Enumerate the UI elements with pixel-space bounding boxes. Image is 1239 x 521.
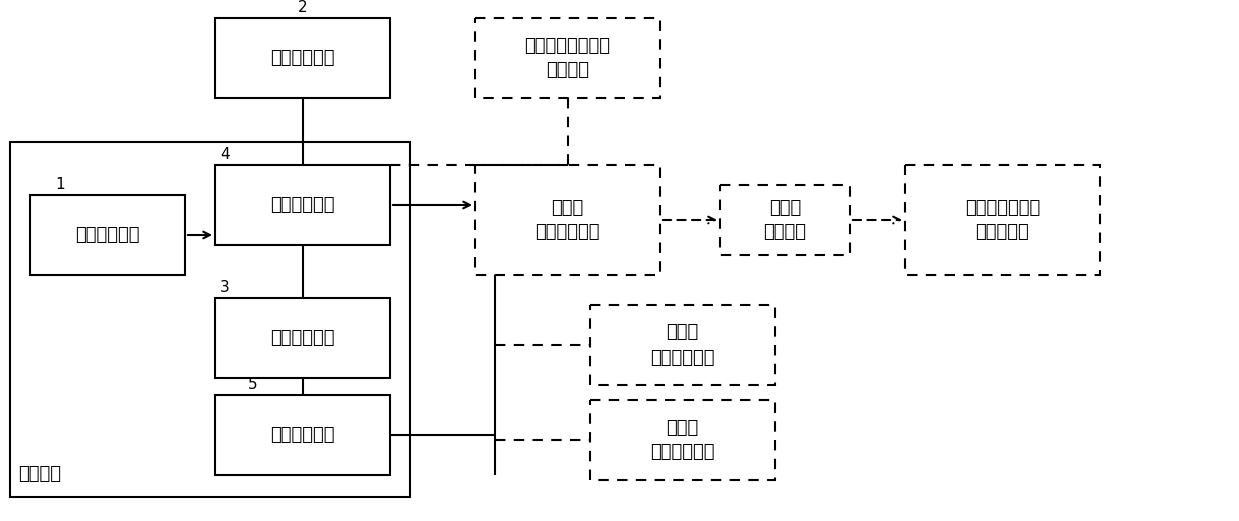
Bar — [475, 165, 660, 275]
Text: 无人机航向与位置
识别模块: 无人机航向与位置 识别模块 — [524, 36, 611, 80]
Bar — [30, 195, 185, 275]
Bar — [10, 142, 410, 497]
Bar — [720, 185, 850, 255]
Text: 信息采集模块: 信息采集模块 — [76, 226, 140, 244]
Bar — [590, 400, 776, 480]
Text: 无人机
飞行控制系统: 无人机 飞行控制系统 — [535, 199, 600, 242]
Text: 信息处理模块: 信息处理模块 — [270, 196, 335, 214]
Bar — [216, 298, 390, 378]
Text: 无人机地面调度
与控制系统: 无人机地面调度 与控制系统 — [965, 199, 1040, 242]
Text: 3: 3 — [221, 280, 229, 295]
Text: 2: 2 — [299, 0, 307, 15]
Bar — [216, 18, 390, 98]
Bar — [216, 395, 390, 475]
Text: 无人机
飞行姿态调整: 无人机 飞行姿态调整 — [650, 324, 715, 366]
Text: 5: 5 — [248, 377, 258, 392]
Text: 1: 1 — [55, 177, 64, 192]
Text: 无人机
飞行任务执行: 无人机 飞行任务执行 — [650, 418, 715, 462]
Bar — [216, 165, 390, 245]
Text: 姿态调整模块: 姿态调整模块 — [270, 329, 335, 347]
Text: 无人机
通信模块: 无人机 通信模块 — [763, 199, 807, 242]
Bar — [590, 305, 776, 385]
Text: 避障系统: 避障系统 — [19, 465, 61, 483]
Text: 4: 4 — [221, 147, 229, 162]
Bar — [904, 165, 1100, 275]
Text: 避障执行模块: 避障执行模块 — [270, 426, 335, 444]
Text: 姿态识别模块: 姿态识别模块 — [270, 49, 335, 67]
Bar — [475, 18, 660, 98]
